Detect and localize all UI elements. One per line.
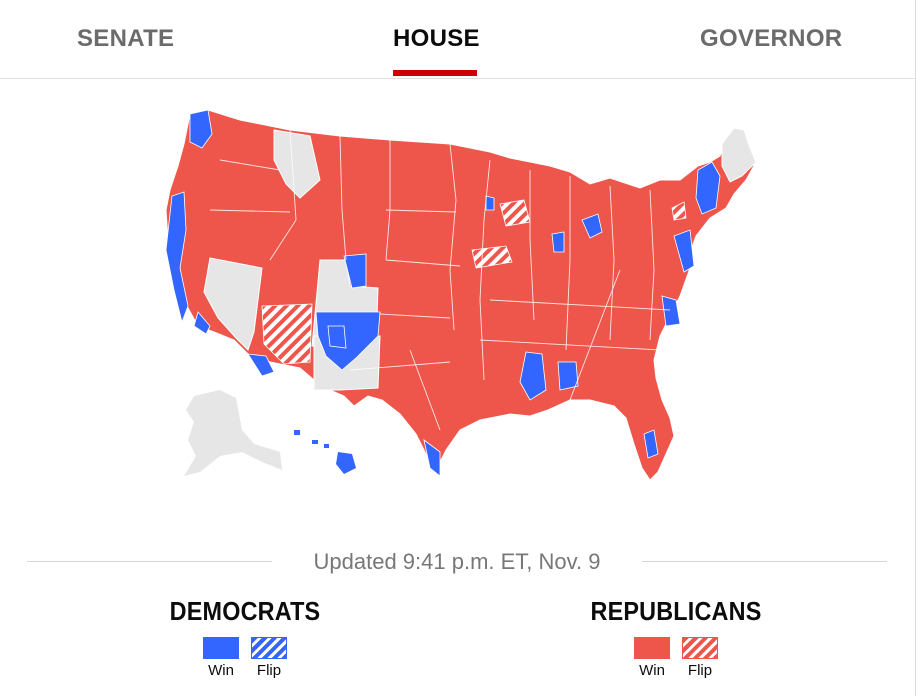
divider-left [27,561,272,562]
race-tabs: SENATE HOUSE GOVERNOR [0,0,915,79]
northwest-no-result [273,129,321,199]
divider-right [642,561,887,562]
hawaii [294,430,356,474]
updated-row: Updated 9:41 p.m. ET, Nov. 9 [27,546,887,576]
rep-win-label: Win [639,662,665,679]
rep-flip-label: Flip [687,662,713,679]
active-tab-indicator [393,70,477,76]
tab-house[interactable]: HOUSE [393,25,480,52]
alaska-no-result [184,390,282,476]
house-results-map[interactable] [150,100,770,500]
dem-flip-label: Flip [256,662,282,679]
contiguous-us [165,109,757,481]
dem-win-label: Win [208,662,234,679]
maine-no-result [721,127,757,183]
updated-timestamp: Updated 9:41 p.m. ET, Nov. 9 [313,549,601,574]
rep-win-swatch [634,637,670,659]
nevada-no-result [203,257,263,351]
dem-win-swatch [203,637,239,659]
us-districts-map-svg [165,109,757,481]
democratic-districts [165,109,721,477]
legend-title-democrats: DEMOCRATS [169,596,321,626]
legend-republicans: REPUBLICANS Win Flip [566,596,786,679]
district-borders [209,129,671,431]
rep-flip-swatch [682,637,718,659]
legend-title-republicans: REPUBLICANS [590,596,762,626]
dem-flip-swatch [251,637,287,659]
legend-democrats: DEMOCRATS Win Flip [135,596,355,679]
tab-senate[interactable]: SENATE [77,25,175,52]
tab-governor[interactable]: GOVERNOR [700,25,843,52]
